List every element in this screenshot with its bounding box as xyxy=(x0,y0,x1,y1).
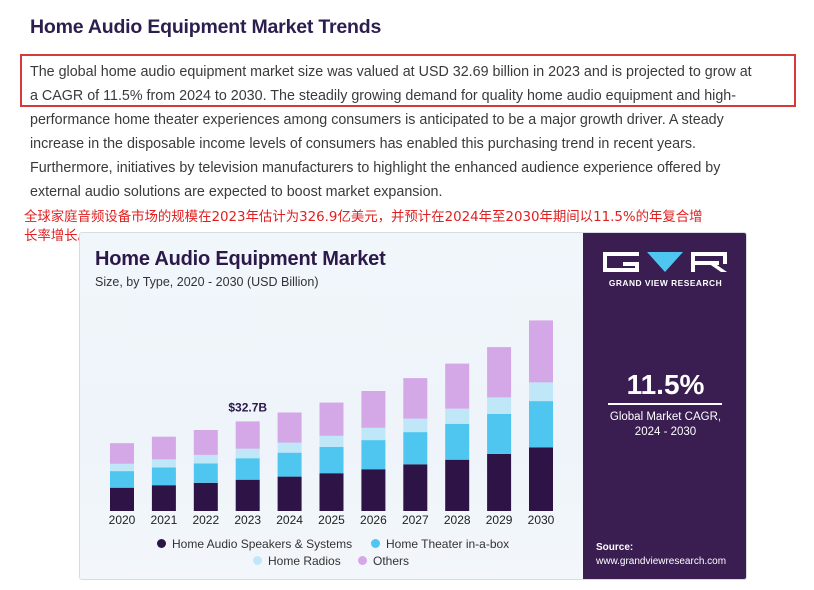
bar-segment-2020-0 xyxy=(110,487,134,511)
bar-segment-2026-1 xyxy=(361,440,386,470)
x-tick-label: 2023 xyxy=(234,513,261,527)
legend-swatch xyxy=(157,539,166,548)
bar-segment-2020-3 xyxy=(110,443,134,464)
bar-segment-2030-2 xyxy=(529,382,553,402)
stacked-bar-chart: 2020 2021 2022 $32.7B 2023 2024 2025 2026 2027 20… xyxy=(109,320,555,527)
translation-line: 全球家庭音频设备市场的规模在2023年估计为326.9亿美元，并预计在2024年… xyxy=(24,210,703,225)
highlight-box xyxy=(20,54,796,107)
bar-segment-2029-2 xyxy=(487,397,512,414)
bar-segment-2029-0 xyxy=(487,453,512,511)
intro-paragraph: The global home audio equipment market s… xyxy=(30,60,796,204)
bar-segment-2023-2 xyxy=(235,448,260,459)
bar-segment-2029-3 xyxy=(487,347,512,398)
bar-segment-2028-3 xyxy=(445,363,470,409)
paragraph-line: increase in the disposable income levels… xyxy=(30,136,696,152)
bar-segment-2028-0 xyxy=(445,459,470,511)
bar-segment-2027-3 xyxy=(403,378,428,419)
bar-segment-2028-1 xyxy=(445,423,470,460)
bar-segment-2022-3 xyxy=(193,430,218,455)
brand-name: GRAND VIEW RESEARCH xyxy=(608,278,723,288)
cagr-value: 11.5% xyxy=(626,369,705,400)
bar-segment-2021-1 xyxy=(151,467,176,486)
paragraph-line: a CAGR of 11.5% from 2024 to 2030. The s… xyxy=(30,88,737,104)
x-tick-label: 2027 xyxy=(402,513,429,527)
bar-segment-2023-0 xyxy=(235,479,260,511)
legend-swatch xyxy=(358,556,367,565)
bar-segment-2024-3 xyxy=(277,412,302,443)
bar-segment-2027-0 xyxy=(403,464,428,511)
bar-segment-2030-1 xyxy=(529,401,553,448)
bar-segment-2030-0 xyxy=(529,447,553,511)
market-infographic: Home Audio Equipment Market Size, by Typ… xyxy=(79,232,747,580)
translation-line: 长率增长。 xyxy=(24,229,91,244)
data-label-2023: $32.7B xyxy=(228,400,267,414)
bar-segment-2020-1 xyxy=(110,471,134,488)
bar-segment-2023-3 xyxy=(235,421,260,449)
legend-label: Others xyxy=(373,554,410,568)
legend-item-speakers: Home Audio Speakers & Systems xyxy=(157,537,352,551)
legend-label: Home Theater in-a-box xyxy=(386,537,510,551)
x-tick-label: 2024 xyxy=(276,513,303,527)
x-tick-label: 2029 xyxy=(486,513,513,527)
legend-label: Home Audio Speakers & Systems xyxy=(172,537,353,551)
bar-segment-2021-0 xyxy=(151,485,176,511)
legend-swatch xyxy=(371,539,380,548)
bar-segment-2022-1 xyxy=(193,463,218,483)
legend-swatch xyxy=(253,556,262,565)
bar-segment-2025-2 xyxy=(319,435,344,447)
bar-segment-2022-0 xyxy=(193,482,218,511)
cagr-label-line: Global Market CAGR, xyxy=(609,411,722,423)
bar-segment-2029-1 xyxy=(487,414,512,454)
bar-segment-2021-2 xyxy=(151,459,176,468)
x-tick-label: 2021 xyxy=(151,513,178,527)
grand-view-research-logo xyxy=(603,252,727,272)
cagr-label: Global Market CAGR, 2024 - 2030 xyxy=(583,410,746,440)
x-tick-label: 2020 xyxy=(109,513,136,527)
cagr-label-line: 2024 - 2030 xyxy=(634,426,697,438)
x-tick-label: 2026 xyxy=(360,513,387,527)
source-label: Source: xyxy=(596,542,634,553)
bar-segment-2023-1 xyxy=(235,458,260,480)
chart-area: Home Audio Equipment Market Size, by Typ… xyxy=(80,233,583,579)
bar-segment-2028-2 xyxy=(445,408,470,424)
bar-segment-2025-0 xyxy=(319,473,344,511)
bar-segment-2025-1 xyxy=(319,446,344,474)
bar-segment-2021-3 xyxy=(151,436,176,460)
bar-segment-2025-3 xyxy=(319,402,344,436)
bar-segment-2020-2 xyxy=(110,463,134,472)
paragraph-line: The global home audio equipment market s… xyxy=(30,64,752,80)
bar-segment-2026-0 xyxy=(361,469,386,511)
x-tick-label: 2030 xyxy=(528,513,555,527)
x-tick-label: 2022 xyxy=(192,513,219,527)
bar-segment-2022-2 xyxy=(193,454,218,464)
source-url: www.grandviewresearch.com xyxy=(596,556,727,567)
page-title: Home Audio Equipment Market Trends xyxy=(30,16,382,38)
bar-segment-2024-2 xyxy=(277,442,302,453)
bar-segment-2024-0 xyxy=(277,476,302,511)
bar-segment-2027-1 xyxy=(403,432,428,465)
legend-label: Home Radios xyxy=(268,554,341,568)
bar-segment-2024-1 xyxy=(277,452,302,477)
legend-item-home-theater: Home Theater in-a-box xyxy=(371,537,509,551)
cagr-divider xyxy=(608,403,722,405)
paragraph-line: external audio solutions are expected to… xyxy=(30,184,443,200)
bar-segment-2026-2 xyxy=(361,427,386,441)
bar-segment-2030-3 xyxy=(529,320,553,383)
x-tick-label: 2025 xyxy=(318,513,345,527)
bar-segment-2027-2 xyxy=(403,418,428,433)
x-tick-label: 2028 xyxy=(444,513,471,527)
chart-subtitle: Size, by Type, 2020 - 2030 (USD Billion) xyxy=(95,275,319,289)
bar-segment-2026-3 xyxy=(361,391,386,428)
legend-item-others: Others xyxy=(358,554,409,568)
brand-panel: GRAND VIEW RESEARCH 11.5% Global Market … xyxy=(583,233,746,579)
chart-title: Home Audio Equipment Market xyxy=(95,248,386,270)
paragraph-line: performance home theater experiences amo… xyxy=(30,112,724,128)
chinese-translation: 全球家庭音频设备市场的规模在2023年估计为326.9亿美元，并预计在2024年… xyxy=(24,208,814,246)
legend-item-radios: Home Radios xyxy=(253,554,341,568)
paragraph-line: Furthermore, initiatives by television m… xyxy=(30,160,721,176)
